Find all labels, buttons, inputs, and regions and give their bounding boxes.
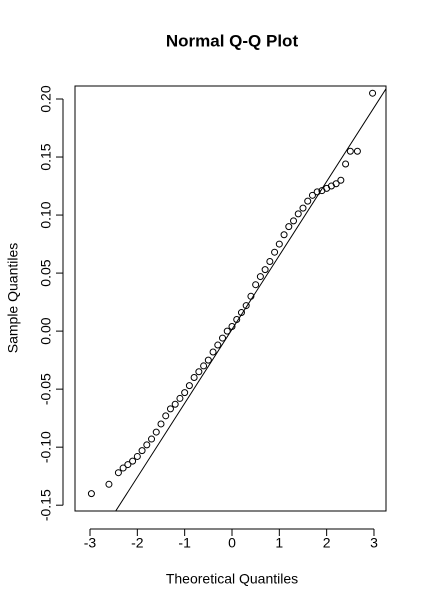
point <box>181 389 189 397</box>
point <box>87 490 95 498</box>
y-tick-label: 0.05 <box>38 259 54 286</box>
point <box>143 441 151 449</box>
y-tick-label: 0.20 <box>38 85 54 112</box>
x-axis-label: Theoretical Quantiles <box>166 571 298 587</box>
point <box>285 223 293 231</box>
x-tick-label: 3 <box>370 535 378 551</box>
point <box>271 248 279 256</box>
x-tick-label: 1 <box>275 535 283 551</box>
point <box>346 147 354 155</box>
point <box>209 348 217 356</box>
point <box>129 457 137 465</box>
point <box>233 316 241 324</box>
point <box>299 204 307 212</box>
point <box>247 292 255 300</box>
y-tick-label: 0.15 <box>38 143 54 170</box>
point <box>176 394 184 402</box>
point <box>337 176 345 184</box>
y-tick-label: -0.10 <box>38 431 54 463</box>
point <box>138 447 146 455</box>
point <box>119 464 127 472</box>
y-tick-label: 0.00 <box>38 317 54 344</box>
chart-title: Normal Q-Q Plot <box>166 31 299 50</box>
point <box>308 191 316 199</box>
x-tick-label: 2 <box>323 535 331 551</box>
y-tick-label: -0.15 <box>38 489 54 521</box>
point <box>332 180 340 188</box>
plot-frame <box>74 85 387 512</box>
point <box>200 362 208 370</box>
y-axis-label: Sample Quantiles <box>5 243 21 354</box>
point <box>256 273 264 281</box>
point <box>219 334 227 342</box>
point <box>148 435 156 443</box>
point <box>266 257 274 265</box>
point <box>152 428 160 436</box>
point <box>105 480 113 488</box>
y-tick-label: -0.05 <box>38 373 54 405</box>
point <box>369 89 377 97</box>
point <box>313 188 321 196</box>
x-tick-label: -1 <box>178 535 191 551</box>
point <box>280 231 288 239</box>
point <box>185 382 193 390</box>
point <box>157 420 165 428</box>
point <box>162 412 170 420</box>
point <box>204 356 212 364</box>
point <box>252 281 260 289</box>
point <box>223 327 231 335</box>
point <box>261 266 269 274</box>
point <box>190 374 198 382</box>
point <box>195 368 203 376</box>
x-tick-label: -3 <box>84 535 97 551</box>
point <box>294 210 302 218</box>
point <box>228 322 236 330</box>
point <box>124 461 132 469</box>
point <box>353 147 361 155</box>
point <box>133 452 141 460</box>
point <box>304 197 312 205</box>
point <box>342 160 350 168</box>
point <box>237 309 245 317</box>
point <box>171 400 179 408</box>
point <box>242 302 250 310</box>
point <box>290 217 298 225</box>
point <box>214 341 222 349</box>
point <box>275 240 283 248</box>
point <box>114 469 122 477</box>
point <box>166 405 174 413</box>
y-tick-label: 0.10 <box>38 201 54 228</box>
x-tick-label: 0 <box>228 535 236 551</box>
x-tick-label: -2 <box>131 535 144 551</box>
